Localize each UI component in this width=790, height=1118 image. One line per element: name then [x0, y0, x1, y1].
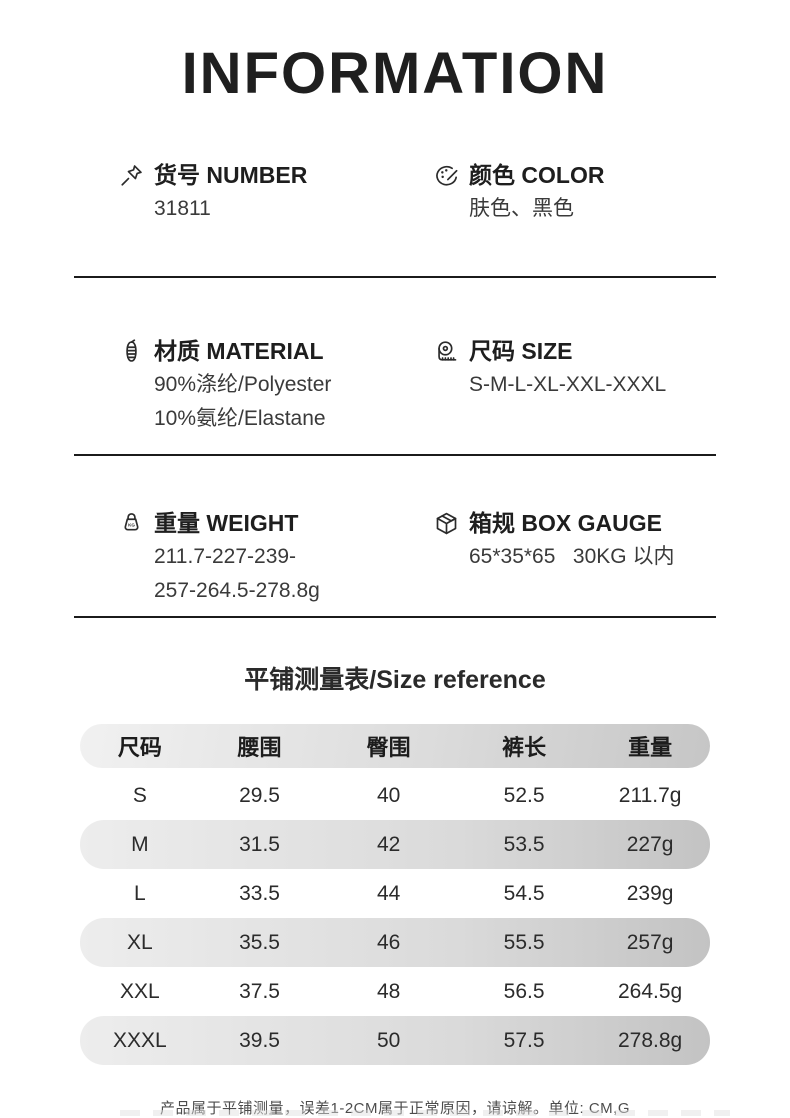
section-size-label: 尺码 SIZE — [469, 338, 573, 364]
section-box-gauge: 箱规 BOX GAUGE 65*35*65 30KG 以内 — [395, 506, 710, 608]
info-row-2: 材质 MATERIAL 90%涤纶/Polyester 10%氨纶/Elasta… — [0, 334, 790, 436]
cell-hip: 50 — [376, 1028, 401, 1052]
cutoff-next-section — [120, 1110, 730, 1116]
divider-1 — [74, 276, 716, 278]
cell-waist: 39.5 — [239, 1028, 280, 1052]
cell-size: S — [132, 783, 147, 807]
pushpin-icon — [118, 162, 145, 189]
thread-spool-icon — [118, 338, 145, 365]
tape-measure-icon — [433, 338, 460, 365]
cell-weight: 211.7g — [618, 783, 682, 807]
cell-waist: 33.5 — [239, 881, 280, 905]
cell-length: 52.5 — [503, 783, 545, 807]
cell-hip: 44 — [376, 881, 401, 905]
cell-weight: 278.8g — [617, 1028, 683, 1052]
size-table-title: 平铺测量表/Size reference — [244, 666, 546, 694]
section-material: 材质 MATERIAL 90%涤纶/Polyester 10%氨纶/Elasta… — [80, 334, 395, 436]
cell-hip: 48 — [376, 979, 401, 1003]
cell-size: M — [131, 832, 149, 856]
section-material-value-2: 10%氨纶/Elastane — [154, 407, 326, 430]
measurement-disclaimer: 产品属于平铺测量，误差1-2CM属于正常原因，请谅解。单位: CM,G — [159, 1100, 630, 1117]
section-weight-header: KG 重量 WEIGHT — [118, 506, 395, 540]
table-row: XXXL 39.5 50 57.5 278.8g — [80, 1016, 710, 1065]
info-row-1: 货号 NUMBER 31811 颜色 COLOR 肤色、黑色 — [0, 158, 790, 226]
svg-text:KG: KG — [128, 522, 135, 527]
divider-3 — [74, 616, 716, 618]
cell-size: XXXL — [112, 1028, 167, 1052]
cell-waist: 29.5 — [239, 783, 280, 807]
col-header-weight: 重量 — [628, 735, 673, 760]
col-header-hip: 臀围 — [366, 735, 411, 760]
table-row: S 29.5 40 52.5 211.7g — [80, 771, 710, 820]
section-box-gauge-header: 箱规 BOX GAUGE — [433, 506, 710, 540]
section-material-value-1: 90%涤纶/Polyester — [154, 373, 332, 396]
section-number: 货号 NUMBER 31811 — [80, 158, 395, 226]
section-color: 颜色 COLOR 肤色、黑色 — [395, 158, 710, 226]
col-header-waist: 腰围 — [237, 735, 282, 760]
section-weight: KG 重量 WEIGHT 211.7-227-239- 257-264.5-27… — [80, 506, 395, 608]
section-size: 尺码 SIZE S-M-L-XL-XXL-XXXL — [395, 334, 710, 436]
section-weight-value-1: 211.7-227-239- — [154, 545, 297, 568]
section-box-gauge-value: 65*35*65 30KG 以内 — [469, 545, 675, 568]
cell-waist: 31.5 — [239, 832, 280, 856]
section-weight-value-2: 257-264.5-278.8g — [154, 579, 320, 602]
cell-length: 53.5 — [503, 832, 545, 856]
cell-waist: 37.5 — [239, 979, 280, 1003]
cell-weight: 239g — [626, 881, 674, 905]
cell-weight: 257g — [626, 930, 674, 954]
cell-length: 54.5 — [503, 881, 545, 905]
size-reference-table: 尺码 腰围 臀围 裤长 重量 S 29.5 40 52.5 211.7g M 3… — [80, 724, 710, 1065]
cell-length: 56.5 — [503, 979, 545, 1003]
cell-hip: 40 — [376, 783, 401, 807]
section-box-gauge-label: 箱规 BOX GAUGE — [469, 510, 662, 536]
section-color-value: 肤色、黑色 — [469, 197, 574, 220]
col-header-size: 尺码 — [117, 735, 162, 760]
cell-weight: 227g — [626, 832, 674, 856]
section-number-header: 货号 NUMBER — [118, 158, 395, 192]
cell-weight: 264.5g — [617, 979, 683, 1003]
cell-waist: 35.5 — [239, 930, 280, 954]
cell-hip: 46 — [376, 930, 401, 954]
section-size-value: S-M-L-XL-XXL-XXXL — [469, 373, 667, 396]
cell-size: L — [134, 881, 146, 905]
section-material-label: 材质 MATERIAL — [154, 338, 324, 364]
page-title: INFORMATION — [181, 41, 609, 106]
cell-length: 55.5 — [503, 930, 545, 954]
info-row-3: KG 重量 WEIGHT 211.7-227-239- 257-264.5-27… — [0, 506, 790, 608]
cell-length: 57.5 — [503, 1028, 545, 1052]
section-size-header: 尺码 SIZE — [433, 334, 710, 368]
section-weight-label: 重量 WEIGHT — [154, 510, 299, 536]
cell-size: XXL — [119, 979, 160, 1003]
box-icon — [433, 510, 460, 537]
table-row: XXL 37.5 48 56.5 264.5g — [80, 967, 710, 1016]
divider-2 — [74, 454, 716, 456]
palette-icon — [433, 162, 460, 189]
table-row: L 33.5 44 54.5 239g — [80, 869, 710, 918]
table-row: XL 35.5 46 55.5 257g — [80, 918, 710, 967]
cell-size: XL — [127, 930, 153, 954]
section-number-value: 31811 — [154, 197, 211, 220]
cell-hip: 42 — [376, 832, 401, 856]
weight-icon: KG — [118, 510, 145, 537]
table-row: M 31.5 42 53.5 227g — [80, 820, 710, 869]
section-material-header: 材质 MATERIAL — [118, 334, 395, 368]
section-color-label: 颜色 COLOR — [469, 162, 605, 188]
table-header-row: 尺码 腰围 臀围 裤长 重量 — [80, 724, 710, 768]
section-color-header: 颜色 COLOR — [433, 158, 710, 192]
section-number-label: 货号 NUMBER — [154, 162, 308, 188]
col-header-length: 裤长 — [502, 735, 547, 760]
